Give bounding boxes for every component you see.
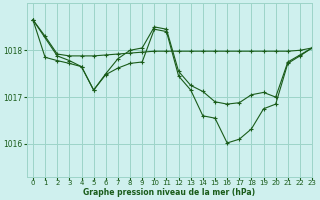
X-axis label: Graphe pression niveau de la mer (hPa): Graphe pression niveau de la mer (hPa) [84,188,256,197]
